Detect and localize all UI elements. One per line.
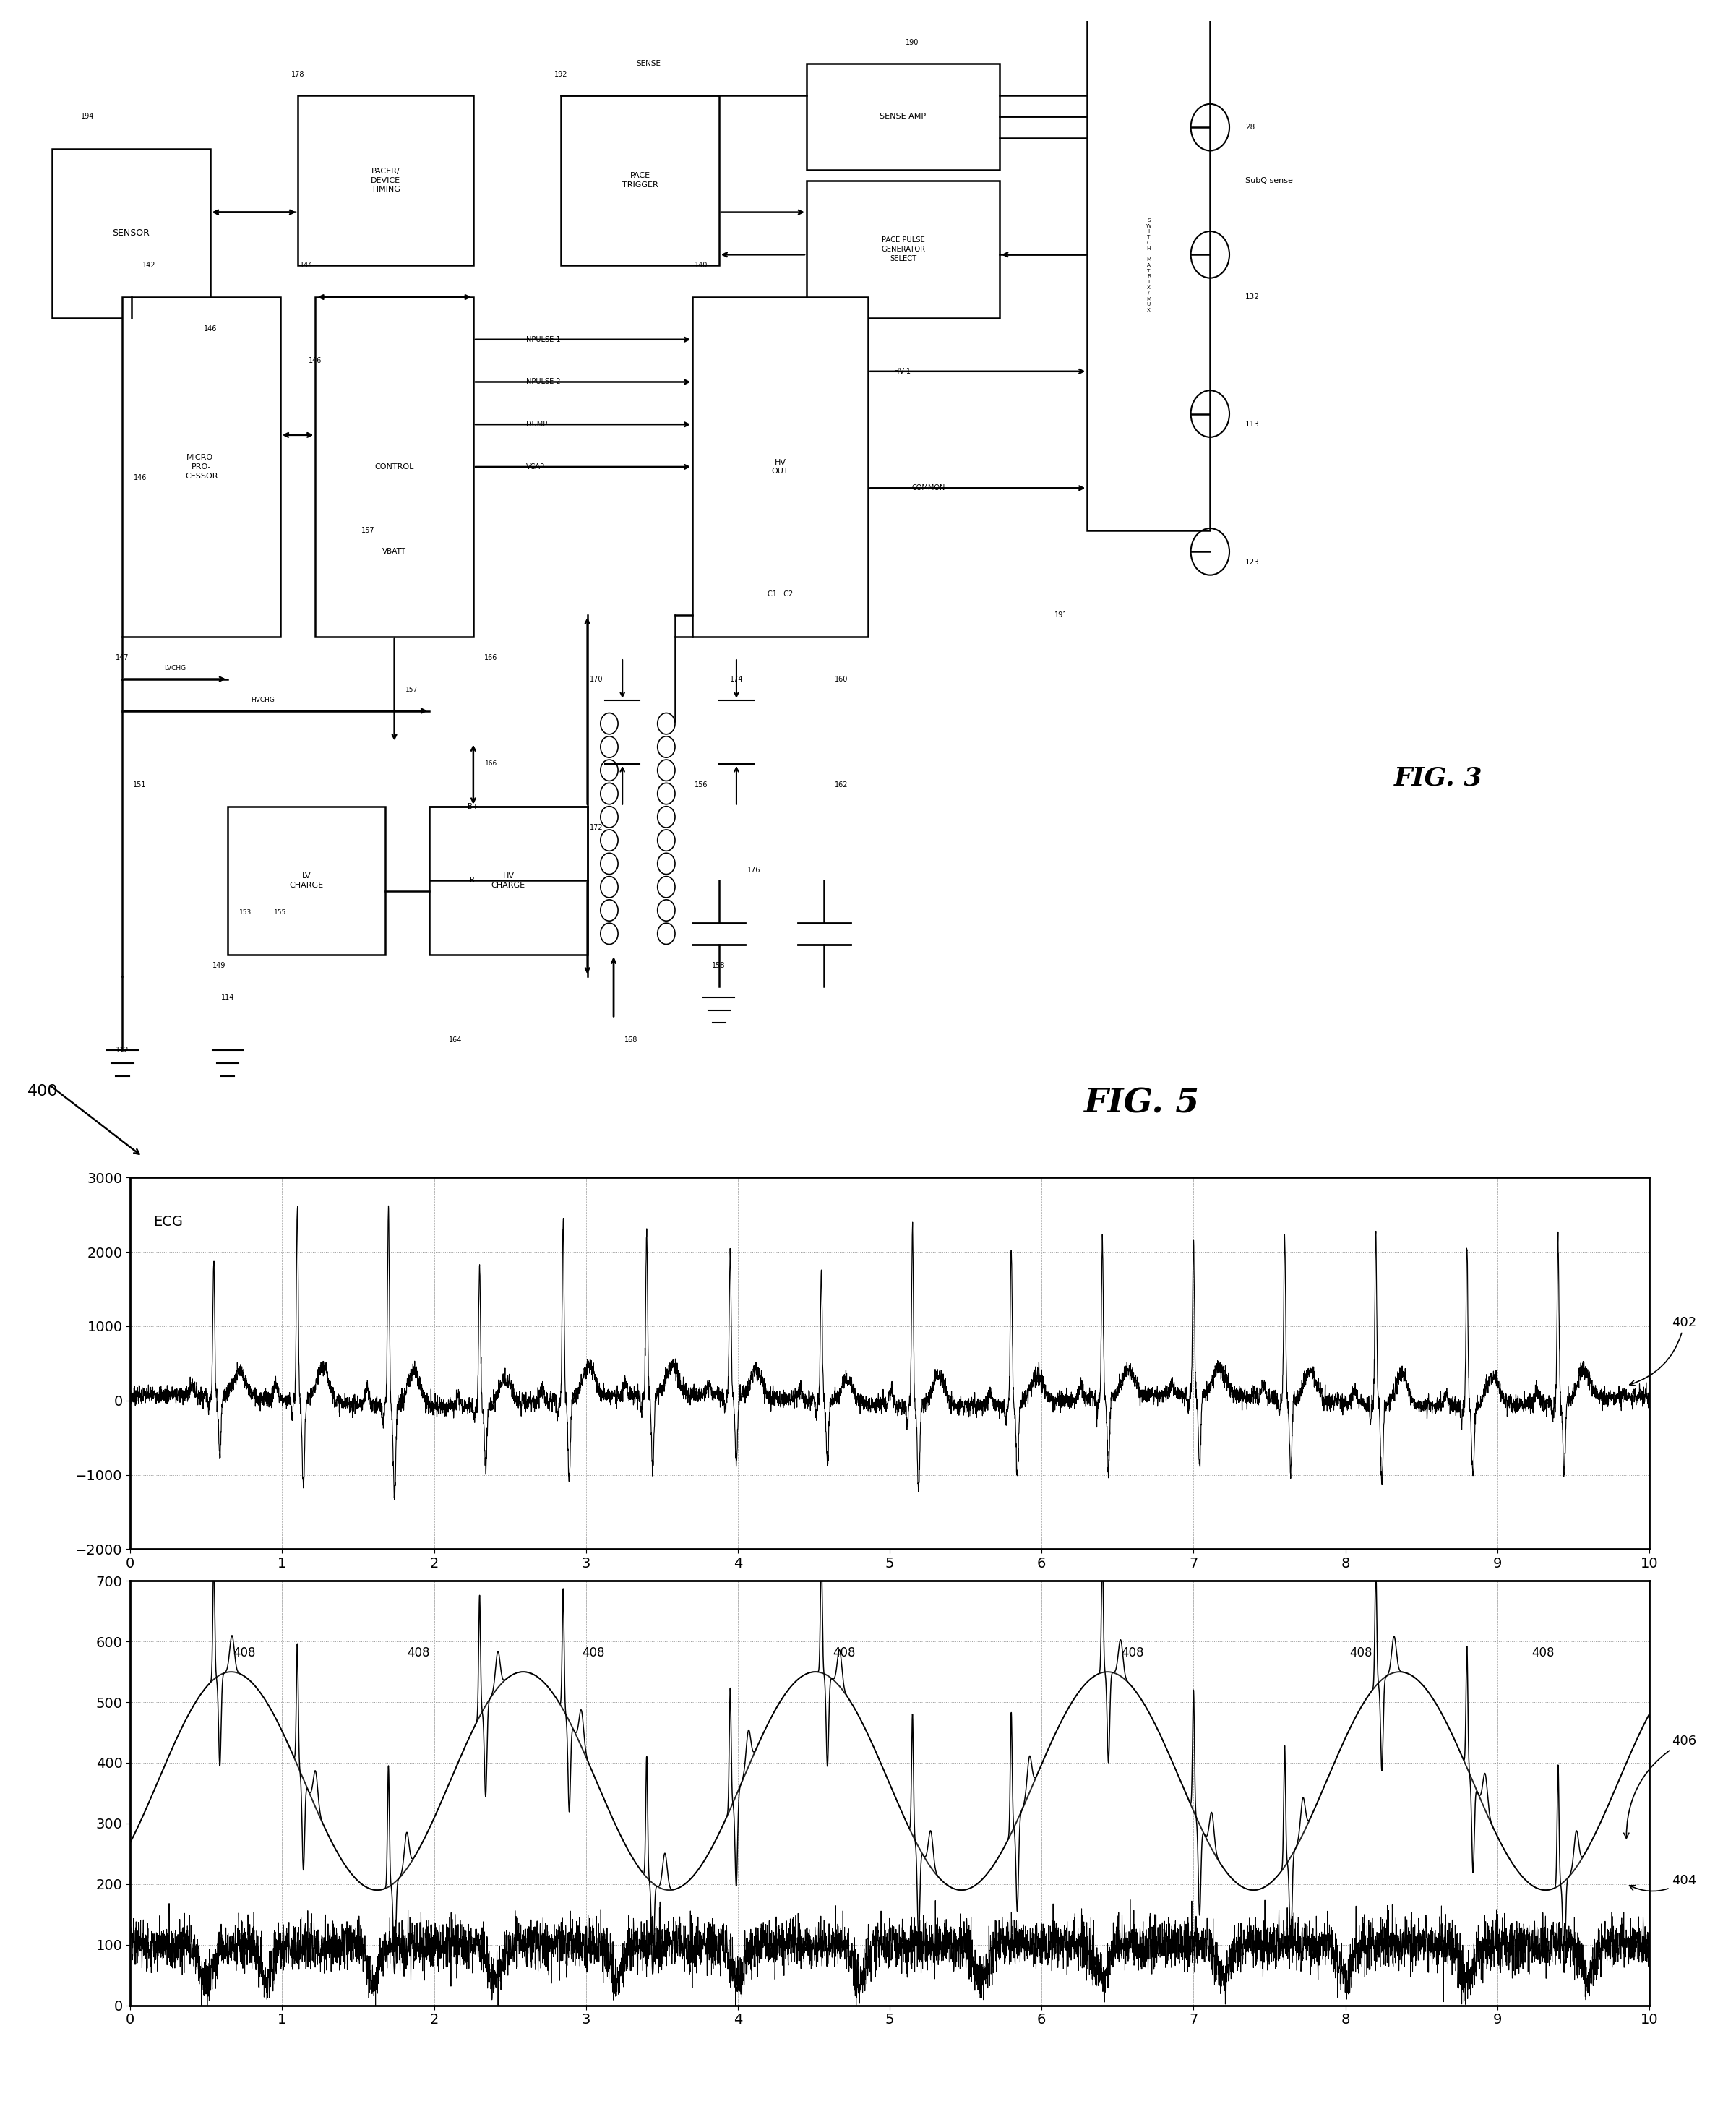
- Bar: [1087, 0, 1210, 530]
- Text: 408: 408: [582, 1647, 604, 1659]
- Text: 172: 172: [589, 823, 602, 832]
- Text: 114: 114: [220, 993, 234, 1002]
- Text: HV
OUT: HV OUT: [773, 458, 788, 475]
- Bar: [561, 95, 719, 265]
- Text: SENSE: SENSE: [637, 59, 661, 68]
- Text: B+: B+: [469, 802, 479, 811]
- Text: B-: B-: [469, 876, 477, 885]
- Text: SubQ sense: SubQ sense: [1245, 176, 1293, 185]
- Text: S
W
I
T
C
H

M
A
T
R
I
X
/
M
U
X: S W I T C H M A T R I X / M U X: [1146, 219, 1151, 312]
- Bar: [693, 297, 868, 637]
- Text: LVCHG: LVCHG: [165, 664, 186, 673]
- Text: 168: 168: [625, 1036, 637, 1044]
- Text: 170: 170: [590, 675, 602, 683]
- Text: SENSE AMP: SENSE AMP: [880, 112, 927, 121]
- Text: 408: 408: [1121, 1647, 1144, 1659]
- Text: 146: 146: [134, 473, 146, 482]
- Text: 404: 404: [1630, 1874, 1696, 1891]
- Text: 156: 156: [694, 781, 708, 789]
- Text: 408: 408: [233, 1647, 255, 1659]
- Text: CONTROL: CONTROL: [375, 463, 413, 471]
- Text: LV
CHARGE: LV CHARGE: [290, 872, 323, 889]
- Text: 158: 158: [712, 961, 726, 970]
- Bar: [316, 297, 474, 637]
- Bar: [227, 806, 385, 955]
- Text: 174: 174: [729, 675, 743, 683]
- Text: 160: 160: [835, 675, 849, 683]
- Text: PACER/
DEVICE
TIMING: PACER/ DEVICE TIMING: [372, 168, 401, 193]
- Bar: [807, 64, 1000, 170]
- Text: 406: 406: [1623, 1734, 1696, 1838]
- Text: 146: 146: [309, 356, 323, 365]
- Text: 400: 400: [28, 1084, 59, 1099]
- Text: 164: 164: [450, 1036, 462, 1044]
- Text: 192: 192: [554, 70, 568, 79]
- Text: 146: 146: [203, 325, 217, 333]
- Text: 162: 162: [835, 781, 849, 789]
- Text: 190: 190: [904, 38, 918, 47]
- Text: FIG. 3: FIG. 3: [1394, 766, 1483, 789]
- Text: VBATT: VBATT: [382, 547, 406, 556]
- Text: C1   C2: C1 C2: [767, 590, 793, 598]
- Text: 166: 166: [484, 654, 498, 662]
- Text: 28: 28: [1245, 123, 1255, 132]
- Text: 147: 147: [116, 654, 128, 662]
- Text: SENSOR: SENSOR: [113, 229, 149, 238]
- Text: 157: 157: [406, 685, 418, 694]
- Text: 194: 194: [80, 112, 94, 121]
- Text: 153: 153: [240, 908, 252, 917]
- Text: DUMP: DUMP: [526, 420, 547, 429]
- Text: 402: 402: [1630, 1316, 1696, 1386]
- Text: 113: 113: [1245, 420, 1260, 429]
- Text: HV
CHARGE: HV CHARGE: [491, 872, 526, 889]
- Text: NPULSE 1: NPULSE 1: [526, 335, 561, 344]
- Text: FIG. 5: FIG. 5: [1083, 1086, 1200, 1120]
- Text: 408: 408: [408, 1647, 431, 1659]
- Text: 408: 408: [1531, 1647, 1554, 1659]
- Bar: [123, 297, 279, 637]
- Text: 149: 149: [212, 961, 226, 970]
- Bar: [52, 149, 210, 318]
- Bar: [429, 806, 587, 955]
- Text: 408: 408: [1349, 1647, 1371, 1659]
- Text: PACE
TRIGGER: PACE TRIGGER: [621, 172, 658, 189]
- Text: COMMON: COMMON: [911, 484, 946, 492]
- Text: MICRO-
PRO-
CESSOR: MICRO- PRO- CESSOR: [186, 454, 217, 480]
- Text: 178: 178: [292, 70, 304, 79]
- Text: 408: 408: [833, 1647, 856, 1659]
- Text: 191: 191: [1054, 611, 1068, 620]
- Text: NPULSE 2: NPULSE 2: [526, 378, 561, 386]
- Text: 166: 166: [484, 760, 496, 768]
- Text: PACE PULSE
GENERATOR
SELECT: PACE PULSE GENERATOR SELECT: [882, 236, 925, 263]
- Text: 142: 142: [142, 261, 156, 269]
- Text: 157: 157: [361, 526, 375, 535]
- Text: 132: 132: [1245, 293, 1260, 301]
- Text: 151: 151: [134, 781, 146, 789]
- Text: ECG: ECG: [153, 1216, 182, 1229]
- Text: 176: 176: [746, 866, 760, 874]
- Text: 112: 112: [116, 1046, 128, 1055]
- Text: 155: 155: [274, 908, 286, 917]
- Text: HVCHG: HVCHG: [252, 696, 274, 705]
- Text: HV-1: HV-1: [894, 367, 911, 376]
- Bar: [807, 180, 1000, 318]
- Text: 144: 144: [300, 261, 312, 269]
- Text: VCAP: VCAP: [526, 463, 545, 471]
- Text: 140: 140: [694, 261, 708, 269]
- Text: 123: 123: [1245, 558, 1260, 567]
- Bar: [299, 95, 474, 265]
